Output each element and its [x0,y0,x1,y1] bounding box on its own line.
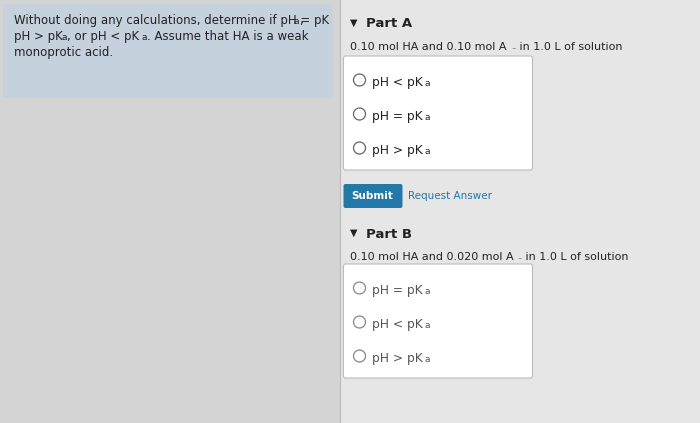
Text: a: a [424,287,430,296]
Text: Submit: Submit [351,191,393,201]
Text: Without doing any calculations, determine if pH = pK: Without doing any calculations, determin… [14,14,329,27]
Text: monoprotic acid.: monoprotic acid. [14,46,113,59]
Text: ▼: ▼ [349,18,357,28]
Text: a: a [424,355,430,364]
Text: ▼: ▼ [349,228,357,238]
Text: , or pH < pK: , or pH < pK [67,30,139,43]
Text: pH > pK: pH > pK [372,352,424,365]
Text: ⁻: ⁻ [512,45,516,54]
FancyBboxPatch shape [344,264,533,378]
Text: a: a [424,321,430,330]
Text: ⁻: ⁻ [517,255,522,264]
Text: pH > pK: pH > pK [14,30,63,43]
Text: ,: , [299,14,302,27]
FancyBboxPatch shape [344,56,533,170]
Text: . Assume that HA is a weak: . Assume that HA is a weak [147,30,309,43]
Text: a: a [424,79,430,88]
Text: pH < pK: pH < pK [372,318,424,331]
Text: 0.10 mol HA and 0.020 mol A: 0.10 mol HA and 0.020 mol A [349,252,513,262]
Text: a: a [61,33,66,42]
Text: Request Answer: Request Answer [407,191,491,201]
Text: in 1.0 L of solution: in 1.0 L of solution [522,252,629,262]
Text: a: a [141,33,146,42]
Text: 0.10 mol HA and 0.10 mol A: 0.10 mol HA and 0.10 mol A [349,42,506,52]
Text: pH = pK: pH = pK [372,110,423,123]
Text: pH < pK: pH < pK [372,76,424,89]
Text: pH = pK: pH = pK [372,284,423,297]
Text: a: a [424,147,430,156]
FancyBboxPatch shape [344,184,402,208]
Text: pH > pK: pH > pK [372,144,424,157]
Text: a: a [294,17,300,26]
Text: in 1.0 L of solution: in 1.0 L of solution [517,42,623,52]
Text: Part B: Part B [365,228,412,241]
Text: Part A: Part A [365,17,412,30]
FancyBboxPatch shape [3,4,332,98]
Bar [340,0,700,423]
Text: a: a [424,113,430,122]
